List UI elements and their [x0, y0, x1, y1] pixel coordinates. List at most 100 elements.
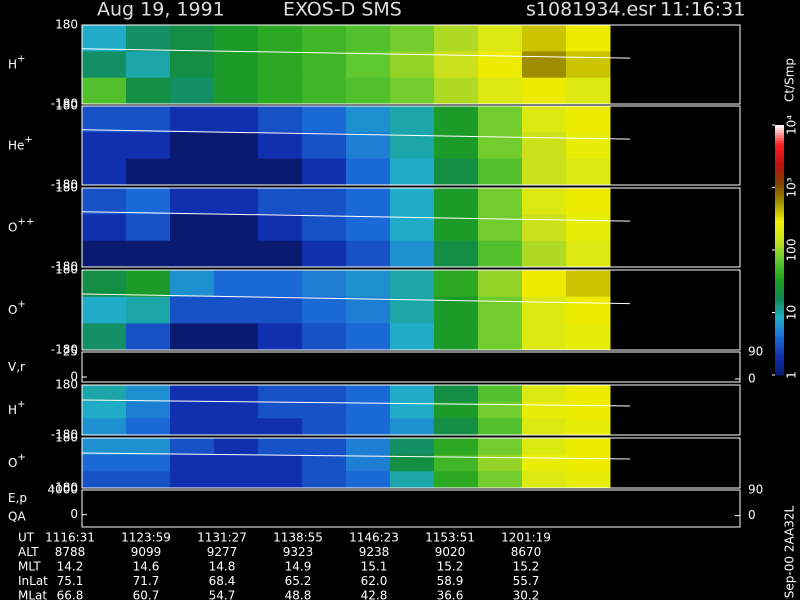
heatmap-cell	[214, 106, 259, 133]
colorbar-cell	[775, 332, 784, 336]
ephemeris-label: ALT	[18, 545, 39, 559]
heatmap-cell	[302, 25, 347, 52]
heatmap-cell	[346, 454, 391, 472]
ephemeris-cell: 48.8	[285, 589, 312, 600]
ephemeris-cell: 9323	[283, 545, 314, 559]
heatmap-cell	[126, 270, 171, 298]
heatmap-cell	[478, 454, 523, 472]
colorbar-cell	[775, 280, 784, 283]
colorbar-cell	[775, 207, 784, 211]
panel-label: H+	[8, 54, 25, 72]
heatmap-cell	[346, 51, 391, 79]
heatmap-cell	[258, 323, 303, 351]
colorbar-cell	[775, 215, 784, 218]
heatmap-cell	[346, 323, 391, 351]
colorbar-cell	[775, 175, 784, 178]
panel-label-sup: +	[17, 54, 25, 65]
heatmap-cell	[390, 270, 435, 298]
heatmap-cell	[214, 188, 259, 215]
heatmap-cell	[434, 323, 479, 351]
heatmap-cell	[258, 51, 303, 79]
heatmap-cell	[390, 132, 435, 160]
heatmap-cell	[522, 454, 567, 472]
heatmap-cell	[478, 323, 523, 351]
y-tick-label: -180	[51, 343, 78, 357]
heatmap-cell	[302, 385, 347, 403]
colorbar-cell	[775, 255, 784, 258]
heatmap-cell	[82, 471, 127, 489]
heatmap-cell	[258, 25, 303, 52]
heatmap-cell	[82, 77, 127, 105]
colorbar-cell	[775, 167, 784, 171]
colorbar-tick-label: 100	[785, 239, 799, 262]
heatmap-cell	[346, 25, 391, 52]
heatmap-cell	[434, 270, 479, 298]
heatmap-cell	[214, 25, 259, 52]
heatmap-cell	[258, 158, 303, 186]
trace	[81, 211, 631, 222]
heatmap-cell	[566, 132, 611, 160]
trace	[81, 129, 631, 140]
heatmap-cell	[478, 438, 523, 456]
heatmap-cell	[170, 106, 215, 133]
heatmap-cell	[82, 296, 127, 324]
colorbar-cell	[775, 147, 784, 151]
heatmap-cell	[390, 401, 435, 419]
heatmap-cell	[126, 471, 171, 489]
heatmap-cell	[566, 418, 611, 436]
heatmap-cell	[522, 188, 567, 215]
panel-label-sup: +	[24, 135, 32, 146]
ephemeris-cell: 42.8	[361, 589, 388, 600]
colorbar-cell	[775, 212, 784, 216]
y-tick-label: 180	[55, 378, 78, 392]
heatmap-cell	[170, 438, 215, 456]
heatmap-cell	[302, 240, 347, 268]
ephemeris-cell: 14.8	[209, 560, 236, 574]
colorbar-cell	[775, 245, 784, 248]
heatmap-cell	[566, 323, 611, 351]
heatmap-cell	[126, 454, 171, 472]
colorbar-cell	[775, 145, 784, 148]
colorbar-cell	[775, 287, 784, 291]
panel-label: H+	[8, 399, 25, 417]
heatmap-cell	[390, 106, 435, 133]
ephemeris-cell: 75.1	[57, 574, 84, 588]
panel-label: He+	[8, 135, 33, 153]
colorbar-cell	[775, 330, 784, 333]
heatmap-cell	[390, 25, 435, 52]
heatmap-cell	[566, 385, 611, 403]
ephemeris-cell: 1116:31	[45, 531, 95, 545]
heatmap-cell	[214, 323, 259, 351]
heatmap-cell	[258, 296, 303, 324]
heatmap-cell	[82, 418, 127, 436]
panel-label-sup: ++	[17, 217, 34, 228]
heatmap-cell	[346, 385, 391, 403]
heatmap-cell	[214, 296, 259, 324]
colorbar-cell	[775, 250, 784, 253]
ephemeris-cell: 1201:19	[501, 531, 551, 545]
colorbar-cell	[775, 275, 784, 278]
panel-bg	[82, 352, 610, 382]
heatmap-cell	[82, 51, 127, 79]
heatmap-cell	[126, 77, 171, 105]
ephemeris-cell: 9099	[131, 545, 162, 559]
colorbar-cell	[775, 272, 784, 276]
colorbar-cell	[775, 242, 784, 246]
colorbar-cell	[775, 197, 784, 201]
heatmap-cell	[170, 454, 215, 472]
colorbar-cell	[775, 370, 784, 373]
heatmap-cell	[170, 385, 215, 403]
heatmap-cell	[566, 77, 611, 105]
ephemeris-cell: 15.2	[513, 560, 540, 574]
heatmap-cell	[346, 270, 391, 298]
colorbar-cell	[775, 285, 784, 288]
colorbar-cell	[775, 335, 784, 338]
panel-label: O+	[8, 452, 26, 470]
heatmap-cell	[170, 25, 215, 52]
colorbar-cell	[775, 365, 784, 368]
heatmap-cell	[258, 418, 303, 436]
colorbar-cell	[775, 130, 784, 133]
heatmap-cell	[258, 401, 303, 419]
date: Aug 19, 1991	[97, 0, 225, 21]
colorbar-cell	[775, 372, 784, 376]
